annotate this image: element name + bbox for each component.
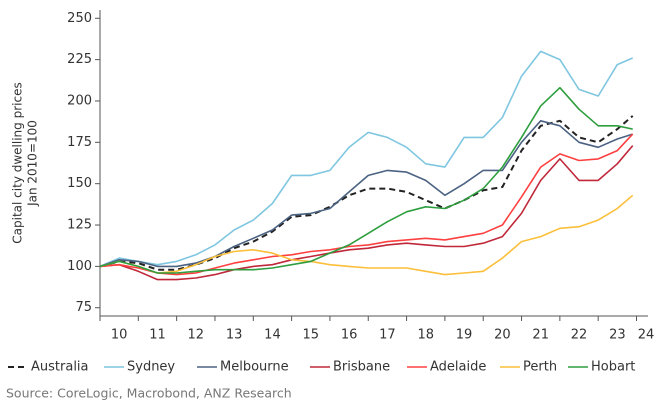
legend-label: Adelaide: [430, 360, 486, 375]
x-tick-label: 12: [188, 328, 205, 343]
y-tick-label: 200: [67, 93, 92, 108]
x-tick-label: 18: [417, 328, 434, 343]
x-tick-label: 15: [302, 328, 319, 343]
series-line: [99, 50, 634, 268]
y-tick-label: 250: [67, 11, 92, 26]
y-tick-label: 225: [67, 52, 92, 67]
x-tick-label: 16: [341, 328, 358, 343]
x-tick-label: 21: [532, 328, 549, 343]
legend-label: Perth: [523, 360, 557, 375]
y-tick-label: 125: [67, 218, 92, 233]
x-tick-label: 10: [111, 328, 128, 343]
y-axis-label: Jan 2010=100: [26, 120, 40, 207]
x-tick-label: 19: [456, 328, 473, 343]
y-axis-label: Capital city dwelling prices: [11, 82, 25, 243]
x-tick-label: 14: [264, 328, 281, 343]
x-tick-label: 17: [379, 328, 396, 343]
source: Source: CoreLogic, Macrobond, ANZ Resear…: [6, 386, 292, 401]
x-tick-label: 23: [609, 328, 626, 343]
x-tick-label: 20: [494, 328, 511, 343]
y-tick-label: 75: [75, 300, 92, 315]
legend-label: Australia: [31, 360, 89, 375]
legend-label: Melbourne: [220, 360, 289, 375]
series-line: [99, 86, 633, 274]
x-tick-label: 13: [226, 328, 243, 343]
y-tick-label: 150: [67, 176, 92, 191]
series-line: [99, 115, 634, 271]
series-line: [99, 194, 634, 276]
y-tick-label: 100: [67, 259, 92, 274]
x-tick-label: 11: [149, 328, 166, 343]
x-tick-label: 22: [571, 328, 588, 343]
series-line: [99, 120, 633, 268]
legend-label: Sydney: [127, 360, 175, 375]
y-tick-label: 175: [67, 135, 92, 150]
series-line: [99, 145, 634, 281]
legend-label: Hobart: [591, 360, 635, 375]
legend-label: Brisbane: [333, 360, 390, 375]
x-tick-label: 24: [638, 328, 654, 343]
series-line: [99, 133, 634, 276]
